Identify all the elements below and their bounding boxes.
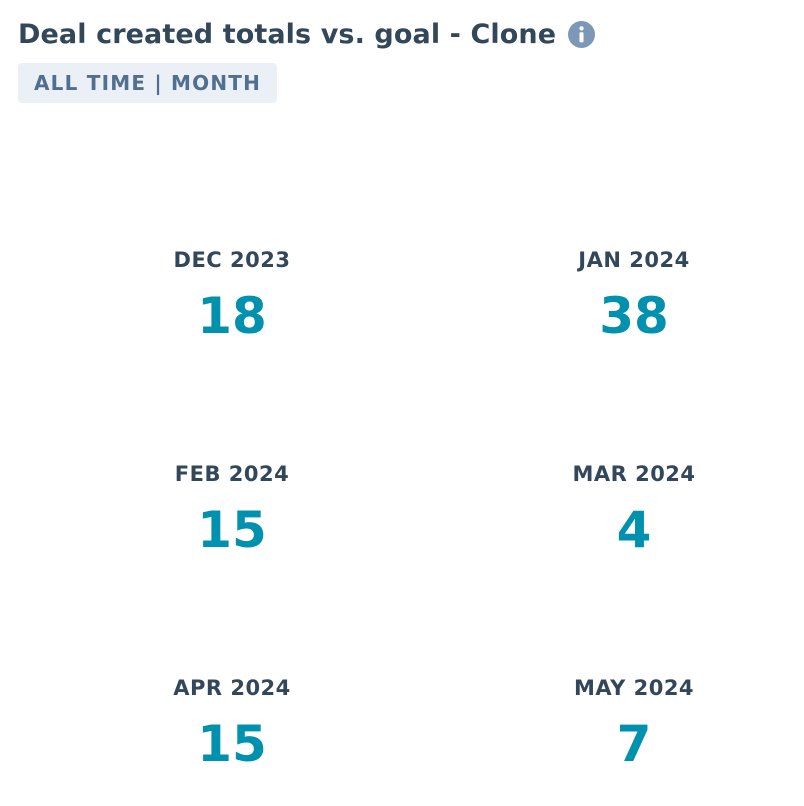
info-icon[interactable] xyxy=(568,20,596,48)
metric-period-label: DEC 2023 xyxy=(173,248,291,272)
metric-value: 7 xyxy=(616,715,652,773)
metric-item: MAY 2024 7 xyxy=(474,668,794,774)
metric-item: DEC 2023 18 xyxy=(72,240,392,346)
metric-item: MAR 2024 4 xyxy=(474,454,794,560)
metric-value: 18 xyxy=(197,287,267,345)
metric-period-label: MAR 2024 xyxy=(572,462,696,486)
metric-value: 4 xyxy=(616,501,652,559)
metric-value: 38 xyxy=(599,287,669,345)
metric-period-label: APR 2024 xyxy=(173,676,291,700)
metric-item: FEB 2024 15 xyxy=(72,454,392,560)
date-range-filter-tag[interactable]: ALL TIME | MONTH xyxy=(18,63,278,103)
metric-value: 15 xyxy=(197,501,267,559)
metric-period-label: MAY 2024 xyxy=(573,676,695,700)
report-header: Deal created totals vs. goal - Clone ALL… xyxy=(18,14,786,103)
metric-value: 15 xyxy=(197,715,267,773)
report-title: Deal created totals vs. goal - Clone xyxy=(18,18,557,50)
metric-period-label: JAN 2024 xyxy=(578,248,690,272)
title-row: Deal created totals vs. goal - Clone xyxy=(18,14,786,54)
metric-item: JAN 2024 38 xyxy=(474,240,794,346)
metric-period-label: FEB 2024 xyxy=(174,462,290,486)
metric-item: APR 2024 15 xyxy=(72,668,392,774)
